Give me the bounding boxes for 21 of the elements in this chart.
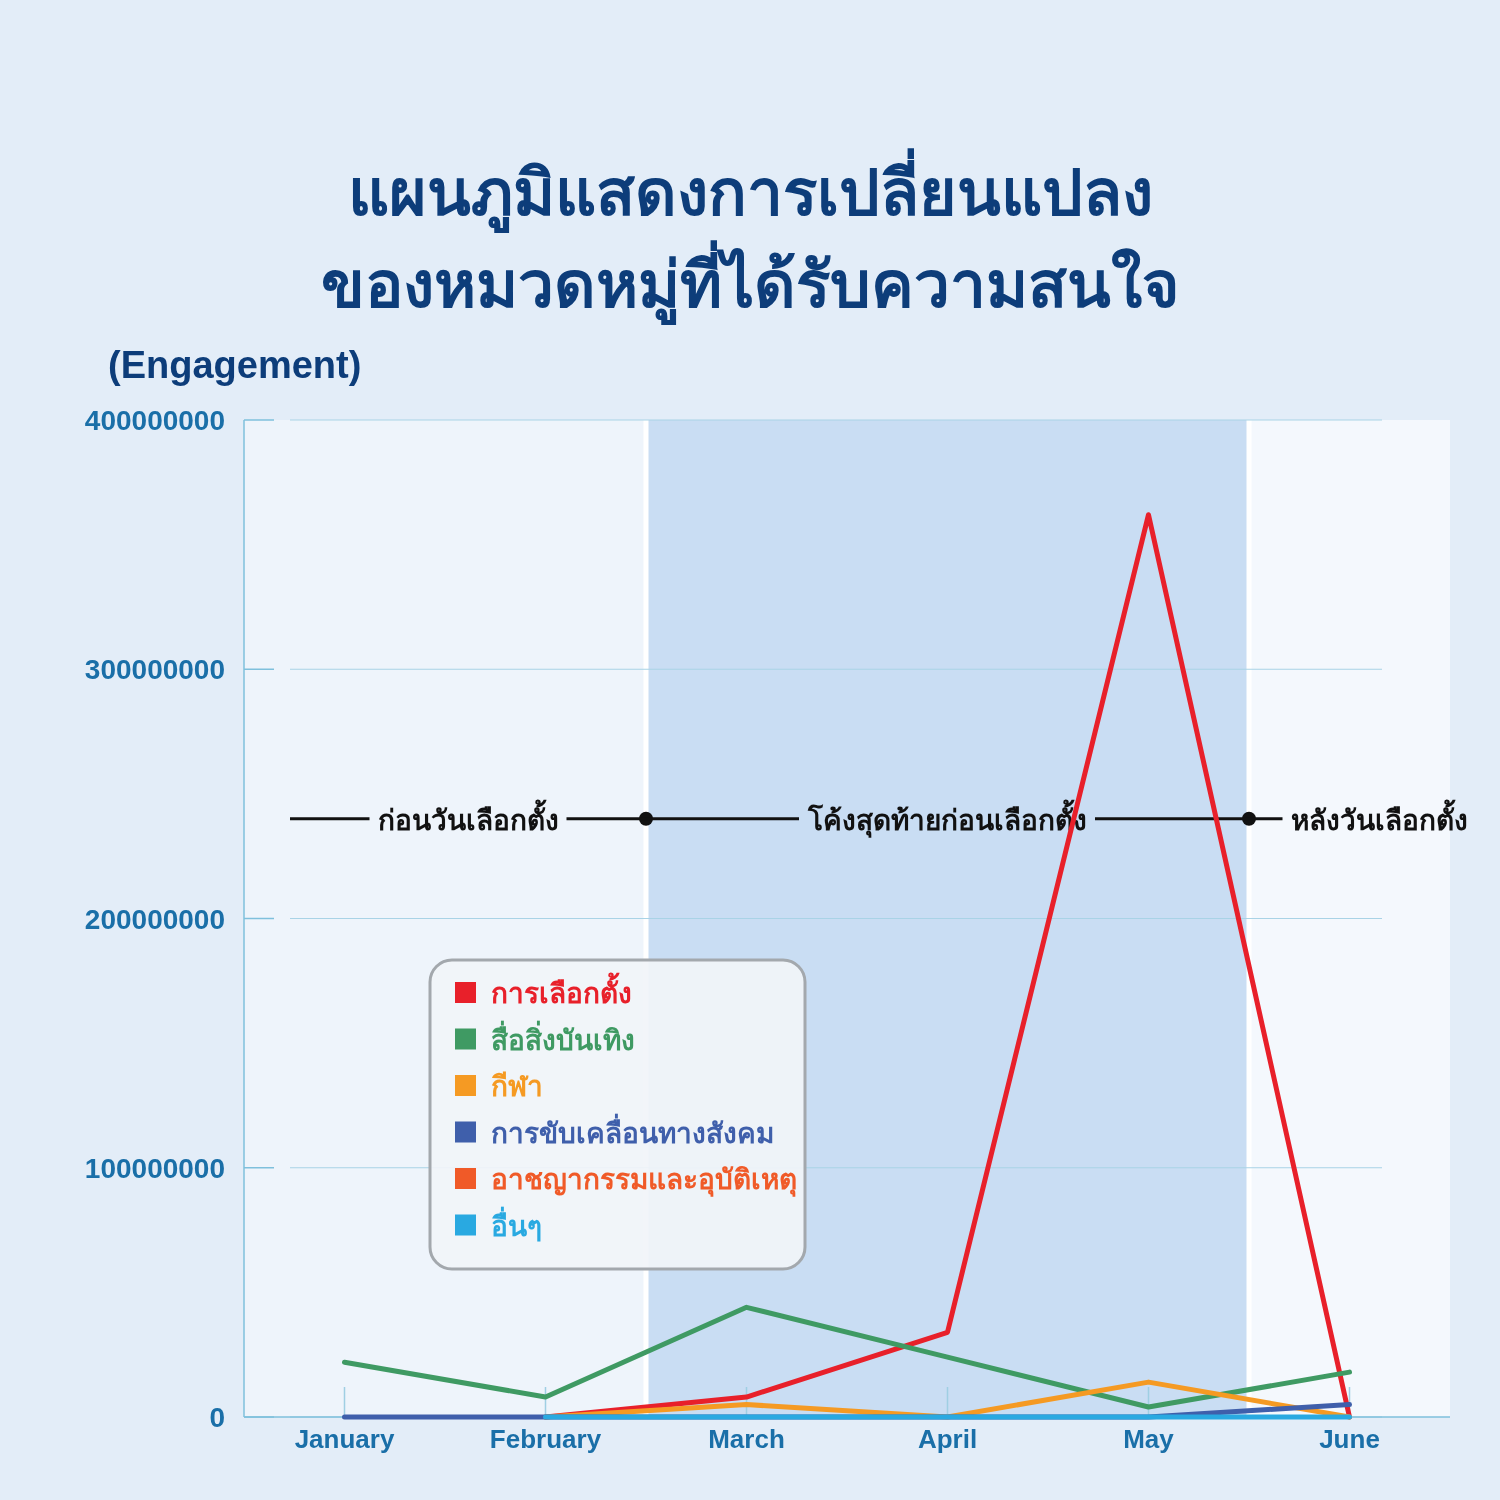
x-tick-label: February <box>489 1424 602 1454</box>
x-tick-label: May <box>1123 1424 1175 1454</box>
y-tick-label: 400000000 <box>84 405 225 436</box>
y-tick-label: 0 <box>209 1402 225 1433</box>
y-tick-label: 100000000 <box>84 1152 225 1184</box>
legend-label: กีฬา <box>491 1071 543 1102</box>
band-label: หลังวันเลือกตั้ง <box>1290 798 1468 836</box>
legend-label: สื่อสิ่งบันเทิง <box>491 1019 635 1056</box>
y-tick-label: 200000000 <box>84 903 225 935</box>
legend-label: อื่นๆ <box>491 1205 542 1242</box>
x-tick-label: March <box>708 1424 785 1454</box>
chart-title: แผนภูมิแสดงการเปลี่ยนแปลง ของหมวดหมู่ที่ได้รับความสนใจ <box>320 148 1180 325</box>
x-tick-label: April <box>917 1424 978 1454</box>
y-axis-title: (Engagement) <box>108 344 362 386</box>
band-label: ก่อนวันเลือกตั้ง <box>377 798 559 836</box>
y-tick-label: 300000000 <box>84 654 225 686</box>
legend-label: การเลือกตั้ง <box>491 972 632 1009</box>
x-tick-label: June <box>1319 1424 1380 1454</box>
x-tick-label: January <box>294 1424 395 1454</box>
legend-label: การขับเคลื่อนทางสังคม <box>491 1112 774 1149</box>
legend-label: อาชญากรรมและอุบัติเหตุ <box>491 1164 797 1197</box>
